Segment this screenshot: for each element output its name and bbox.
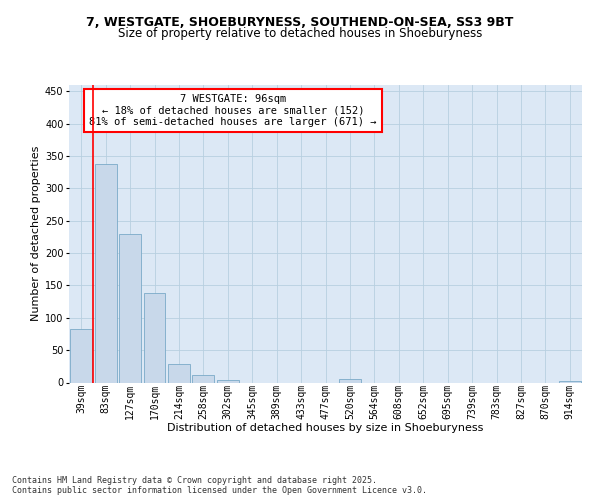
Y-axis label: Number of detached properties: Number of detached properties [31, 146, 41, 322]
Bar [95, 164, 116, 382]
Bar [339, 380, 361, 382]
Bar [70, 329, 92, 382]
Text: 7, WESTGATE, SHOEBURYNESS, SOUTHEND-ON-SEA, SS3 9BT: 7, WESTGATE, SHOEBURYNESS, SOUTHEND-ON-S… [86, 16, 514, 29]
Bar [119, 234, 141, 382]
Bar [168, 364, 190, 382]
Text: Size of property relative to detached houses in Shoeburyness: Size of property relative to detached ho… [118, 28, 482, 40]
Bar [217, 380, 239, 382]
X-axis label: Distribution of detached houses by size in Shoeburyness: Distribution of detached houses by size … [167, 424, 484, 434]
Bar [193, 376, 214, 382]
Text: 7 WESTGATE: 96sqm
← 18% of detached houses are smaller (152)
81% of semi-detache: 7 WESTGATE: 96sqm ← 18% of detached hous… [89, 94, 377, 127]
Text: Contains HM Land Registry data © Crown copyright and database right 2025.
Contai: Contains HM Land Registry data © Crown c… [12, 476, 427, 495]
Bar [559, 381, 581, 382]
Bar [143, 292, 166, 382]
